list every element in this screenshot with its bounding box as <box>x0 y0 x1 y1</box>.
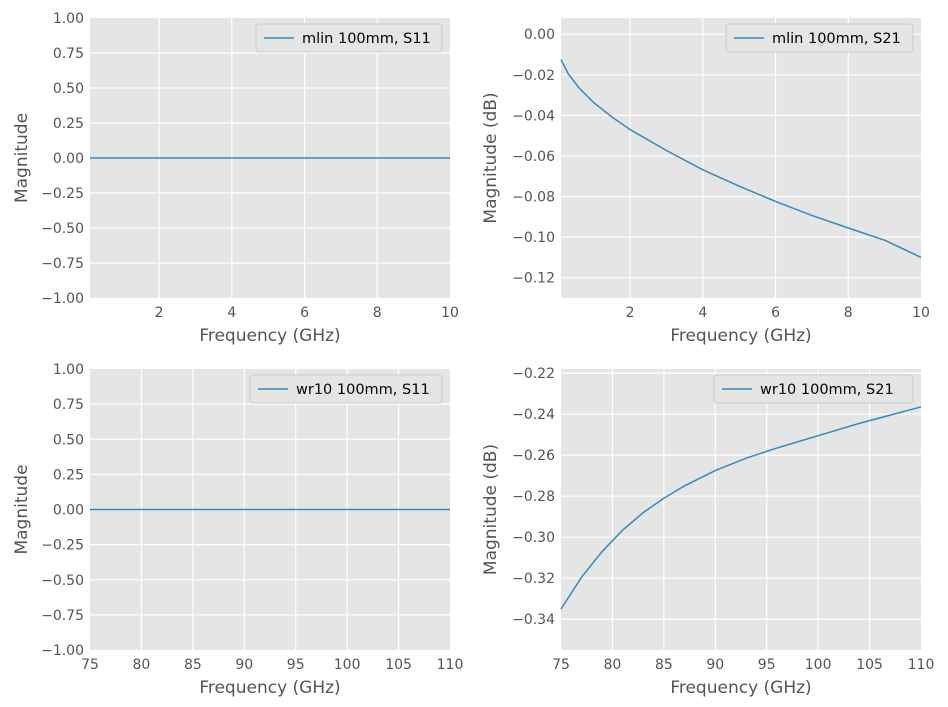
y-tick-label: −0.10 <box>512 230 555 246</box>
x-tick-label: 2 <box>626 305 635 321</box>
series-line <box>560 406 922 610</box>
x-tick-label: 100 <box>334 657 361 673</box>
x-tick-label: 8 <box>373 305 382 321</box>
legend-entry: wr10 100mm, S11 <box>296 382 430 398</box>
x-tick-label: 105 <box>385 657 412 673</box>
y-tick-label: −0.02 <box>512 68 555 84</box>
y-tick-label: 0.50 <box>53 81 84 97</box>
series-line <box>560 59 922 259</box>
x-tick-label: 90 <box>706 657 724 673</box>
x-tick-label: 95 <box>287 657 305 673</box>
y-tick-label: −0.50 <box>41 573 84 589</box>
chart-panel-2: 2 4 6 8 10 −0.12 −0.10 −0.08 −0.06 −0.04 −0.02 0.00… <box>481 18 930 346</box>
y-tick-label: 0.75 <box>53 397 84 413</box>
y-tick-label: −0.32 <box>512 571 555 587</box>
chart-panel-3: 75 80 85 90 95 100 105 110 −1.00 −0.75 −0.50 −0.25 0… <box>12 362 463 698</box>
x-axis-label: Frequency (GHz) <box>199 678 340 698</box>
x-tick-label: 75 <box>552 657 570 673</box>
y-tick-label: 0.75 <box>53 46 84 62</box>
x-tick-label: 4 <box>227 305 236 321</box>
x-tick-label: 10 <box>441 305 459 321</box>
y-tick-label: 1.00 <box>53 362 84 378</box>
x-tick-label: 6 <box>300 305 309 321</box>
legend-entry: mlin 100mm, S21 <box>772 31 901 47</box>
x-tick-label: 85 <box>655 657 673 673</box>
y-axis-label: Magnitude (dB) <box>481 444 501 575</box>
x-tick-label: 6 <box>771 305 780 321</box>
y-tick-label: −0.75 <box>41 256 84 272</box>
y-tick-label: 0.50 <box>53 432 84 448</box>
x-tick-label: 4 <box>698 305 707 321</box>
x-axis-label: Frequency (GHz) <box>199 326 340 346</box>
x-tick-label: 85 <box>184 657 202 673</box>
x-tick-label: 110 <box>908 657 935 673</box>
y-tick-label: −0.75 <box>41 608 84 624</box>
x-tick-label: 75 <box>81 657 99 673</box>
legend: mlin 100mm, S11 <box>255 23 443 53</box>
y-tick-label: 1.00 <box>53 11 84 27</box>
y-tick-label: 0.25 <box>53 467 84 483</box>
legend-entry: mlin 100mm, S11 <box>302 31 431 47</box>
legend: wr10 100mm, S21 <box>713 374 914 404</box>
chart-panel-4: 75 80 85 90 95 100 105 110 −0.34 −0.32 −0.30 −0.28 −… <box>481 366 934 698</box>
y-tick-label: −0.30 <box>512 530 555 546</box>
legend-box <box>713 374 914 404</box>
y-tick-label: 0.00 <box>524 27 555 43</box>
x-tick-label: 100 <box>805 657 832 673</box>
y-tick-label: −0.50 <box>41 221 84 237</box>
y-axis-label: Magnitude <box>12 464 32 554</box>
y-tick-label: −0.08 <box>512 190 555 206</box>
legend-box <box>249 374 443 404</box>
y-tick-label: −0.06 <box>512 149 555 165</box>
y-tick-label: −0.12 <box>512 271 555 287</box>
y-tick-label: −0.25 <box>41 186 84 202</box>
y-tick-label: −0.22 <box>512 366 555 382</box>
legend-entry: wr10 100mm, S21 <box>760 382 894 398</box>
x-tick-label: 105 <box>856 657 883 673</box>
y-tick-label: −1.00 <box>41 291 84 307</box>
y-tick-label: −0.25 <box>41 538 84 554</box>
x-tick-label: 10 <box>912 305 930 321</box>
plot-area <box>561 18 921 298</box>
y-tick-label: −1.00 <box>41 643 84 659</box>
legend: wr10 100mm, S11 <box>249 374 443 404</box>
y-tick-label: 0.00 <box>53 151 84 167</box>
legend: mlin 100mm, S21 <box>725 23 914 53</box>
x-tick-label: 80 <box>604 657 622 673</box>
y-tick-label: −0.24 <box>512 407 555 423</box>
chart-panel-1: 2 4 6 8 10 −1.00 −0.75 −0.50 −0.25 0.00 0.25 0.50 0.… <box>12 11 459 346</box>
plot-area <box>561 369 921 650</box>
x-tick-label: 90 <box>235 657 253 673</box>
x-tick-label: 80 <box>133 657 151 673</box>
x-tick-label: 110 <box>437 657 464 673</box>
y-axis-label: Magnitude <box>12 113 32 203</box>
y-tick-label: −0.04 <box>512 108 555 124</box>
y-tick-label: −0.26 <box>512 448 555 464</box>
x-axis-label: Frequency (GHz) <box>670 678 811 698</box>
y-tick-label: 0.00 <box>53 503 84 519</box>
y-tick-label: −0.34 <box>512 612 555 628</box>
y-tick-label: 0.25 <box>53 116 84 132</box>
y-tick-label: −0.28 <box>512 489 555 505</box>
legend-box <box>725 23 914 53</box>
x-tick-label: 8 <box>844 305 853 321</box>
legend-box <box>255 23 443 53</box>
x-axis-label: Frequency (GHz) <box>670 326 811 346</box>
y-axis-label: Magnitude (dB) <box>481 92 501 223</box>
x-tick-label: 95 <box>758 657 776 673</box>
x-tick-label: 2 <box>155 305 164 321</box>
